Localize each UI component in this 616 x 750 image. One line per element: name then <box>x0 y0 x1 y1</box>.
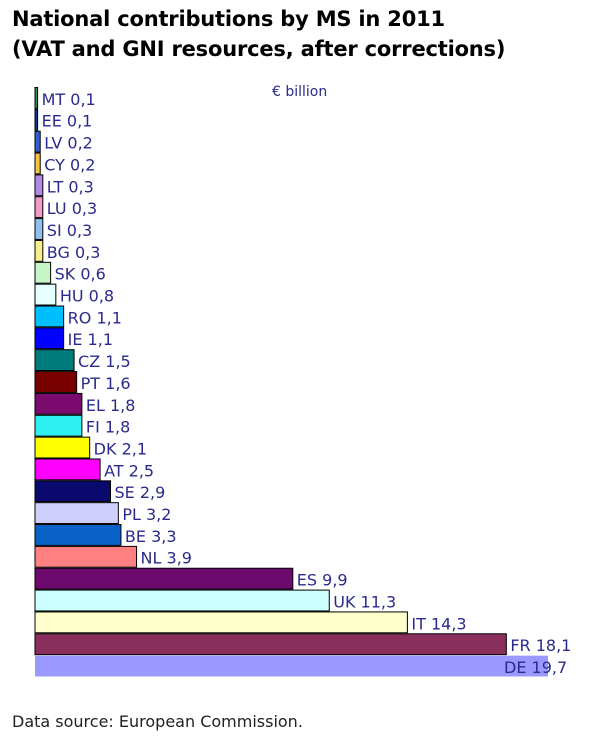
bar-label-fr: FR 18,1 <box>510 636 571 655</box>
bar-se <box>34 480 112 503</box>
bar-label-dk: DK 2,1 <box>94 439 147 458</box>
data-source-note: Data source: European Commission. <box>12 712 303 731</box>
bar-ie <box>34 327 65 350</box>
chart-title: National contributions by MS in 2011 <box>12 7 445 31</box>
bar-label-ee: EE 0,1 <box>42 112 93 131</box>
bar-label-ie: IE 1,1 <box>68 330 113 349</box>
bar-label-nl: NL 3,9 <box>141 549 192 568</box>
bar-ee <box>34 108 39 131</box>
unit-label: € billion <box>272 84 327 100</box>
bar-mt <box>34 87 39 109</box>
bar-label-ro: RO 1,1 <box>68 308 122 327</box>
bar-fr <box>34 633 507 656</box>
bar-label-pl: PL 3,2 <box>122 505 171 524</box>
bars-group: MT 0,1 EE 0,1 LV 0,2 CY 0,2 LT 0,3 LU 0,3 SI 0… <box>34 87 571 677</box>
bar-label-be: BE 3,3 <box>125 527 177 546</box>
chart-title-block: National contributions by MS in 2011 (VA… <box>12 4 612 64</box>
bar-label-lt: LT 0,3 <box>47 177 94 196</box>
bar-label-pt: PT 1,6 <box>81 374 131 393</box>
bar-cz <box>34 349 75 372</box>
bar-uk <box>34 589 330 612</box>
bar-label-at: AT 2,5 <box>104 461 154 480</box>
bar-dk <box>34 436 91 459</box>
bar-label-hu: HU 0,8 <box>60 287 114 306</box>
bar-lu <box>34 196 44 219</box>
bar-label-es: ES 9,9 <box>297 571 348 590</box>
bar-ro <box>34 305 65 328</box>
bar-label-si: SI 0,3 <box>47 221 92 240</box>
bar-label-el: EL 1,8 <box>86 396 136 415</box>
bar-fi <box>34 414 83 437</box>
bar-hu <box>34 283 57 306</box>
bar-si <box>34 218 44 240</box>
bar-label-bg: BG 0,3 <box>47 243 101 262</box>
bar-label-cz: CZ 1,5 <box>78 352 131 371</box>
bar-cy <box>34 152 41 175</box>
bar-label-sk: SK 0,6 <box>55 265 106 284</box>
bar-at <box>34 458 101 481</box>
bar-label-lv: LV 0,2 <box>44 134 93 153</box>
bar-chart: € billion MT 0,1 EE 0,1 LV 0,2 CY 0,2 LT 0,3… <box>34 84 571 677</box>
bar-it <box>34 611 408 634</box>
bar-label-cy: CY 0,2 <box>44 155 95 174</box>
bar-lt <box>34 174 44 197</box>
bar-label-fi: FI 1,8 <box>86 418 130 437</box>
bar-pt <box>34 371 78 393</box>
bar-label-uk: UK 11,3 <box>333 592 396 611</box>
bar-label-lu: LU 0,3 <box>47 199 97 218</box>
bar-es <box>34 567 294 590</box>
bar-de <box>35 655 548 677</box>
bar-be <box>34 524 122 546</box>
bar-lv <box>34 130 41 153</box>
bar-label-mt: MT 0,1 <box>42 90 96 109</box>
bar-label-se: SE 2,9 <box>115 483 166 502</box>
bar-pl <box>34 502 119 525</box>
bar-nl <box>34 545 138 568</box>
chart-subtitle: (VAT and GNI resources, after correction… <box>12 37 506 61</box>
bar-sk <box>34 261 52 284</box>
bar-label-it: IT 14,3 <box>411 614 466 633</box>
bar-el <box>34 392 83 415</box>
bar-label-de: DE 19,7 <box>504 658 567 677</box>
bar-bg <box>34 239 44 262</box>
